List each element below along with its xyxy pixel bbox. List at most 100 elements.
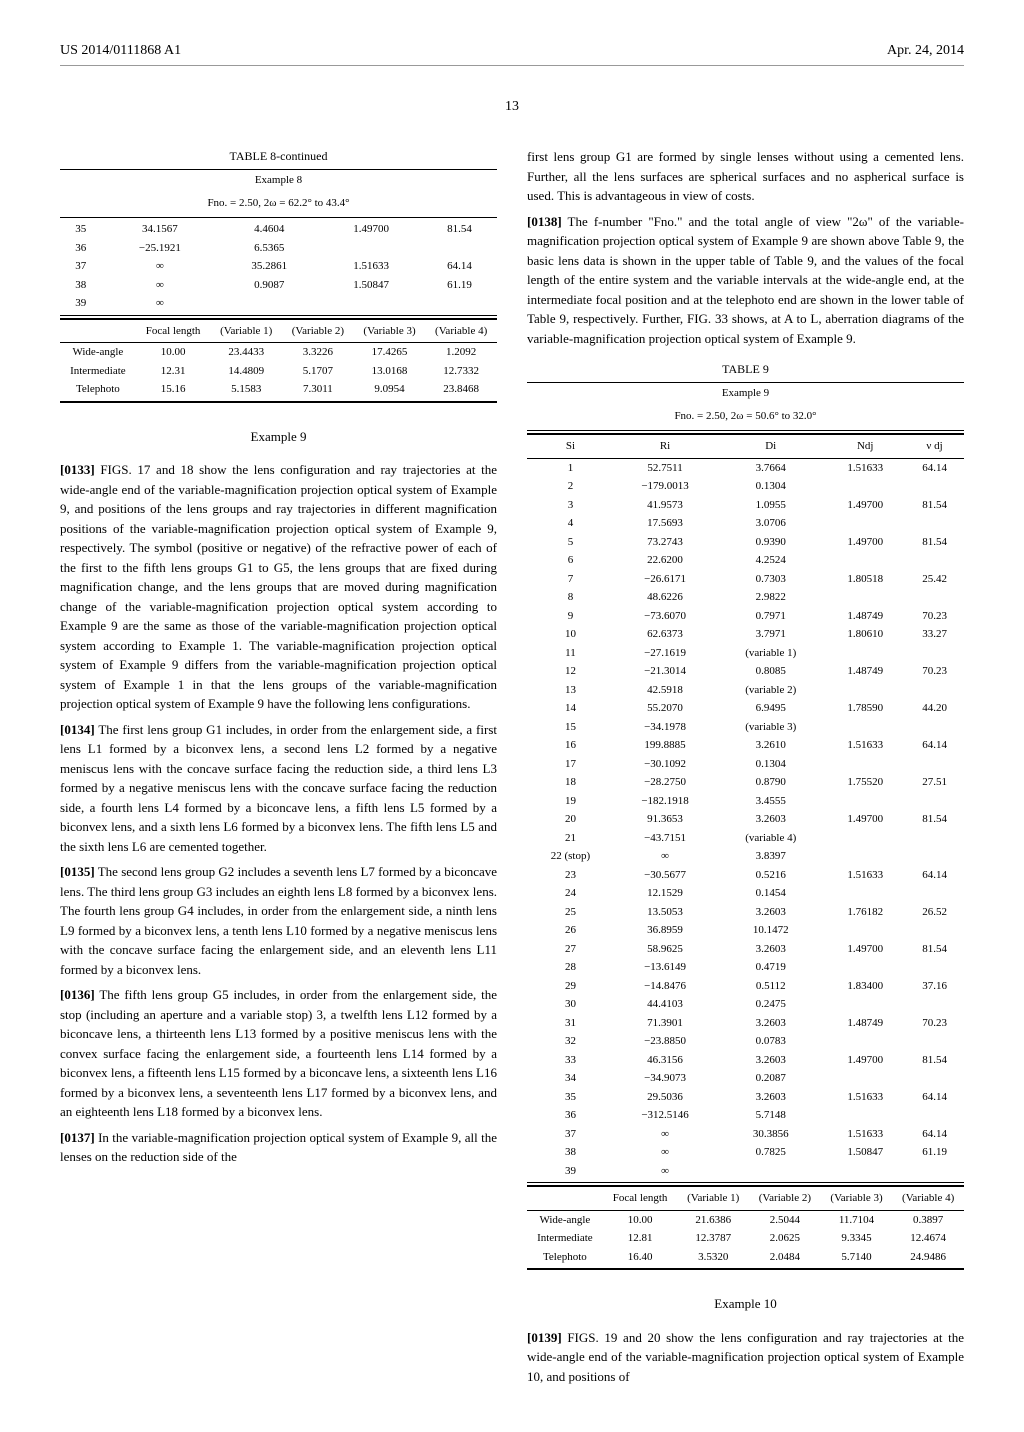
table-cell	[905, 1106, 964, 1125]
table-cell: ∞	[101, 294, 218, 313]
para-text: The second lens group G2 includes a seve…	[60, 864, 497, 977]
para-text: FIGS. 19 and 20 show the lens configurat…	[527, 1330, 964, 1384]
table-cell: 1.49700	[320, 220, 422, 239]
table-row: 2513.50533.26031.7618226.52	[527, 903, 964, 922]
table-cell: 13.5053	[614, 903, 716, 922]
table-cell: 14.4809	[210, 362, 282, 381]
table-cell: 35	[527, 1088, 614, 1107]
table-cell: 21	[527, 829, 614, 848]
table-cell: 1.51633	[825, 1088, 905, 1107]
table-cell: 64.14	[905, 866, 964, 885]
table-cell	[825, 792, 905, 811]
table-cell: 1.50847	[320, 276, 422, 295]
table-cell: 199.8885	[614, 736, 716, 755]
table-header-cell: Focal length	[603, 1186, 678, 1210]
table-cell: 5.1583	[210, 380, 282, 399]
para-text: FIGS. 17 and 18 show the lens configurat…	[60, 462, 497, 711]
table-cell: 1.80610	[825, 625, 905, 644]
table-cell: 61.19	[422, 276, 497, 295]
table-cell: 3.2603	[716, 1088, 825, 1107]
table-row: Telephoto16.403.53202.04845.714024.9486	[527, 1248, 964, 1267]
table-row: 11−27.1619(variable 1)	[527, 644, 964, 663]
table-cell: ∞	[101, 257, 218, 276]
table-cell: 0.9087	[218, 276, 320, 295]
table-cell: 1.49700	[825, 1051, 905, 1070]
para-num: [0138]	[527, 214, 562, 229]
table-cell: ∞	[614, 1162, 716, 1181]
table-header-cell: Di	[716, 434, 825, 458]
table-cell: (variable 2)	[716, 681, 825, 700]
table-row: 3534.15674.46041.4970081.54	[60, 220, 497, 239]
para-0133: [0133] FIGS. 17 and 18 show the lens con…	[60, 460, 497, 714]
table-cell: 3.2603	[716, 1051, 825, 1070]
table-cell: 41.9573	[614, 496, 716, 515]
table-cell: 39	[527, 1162, 614, 1181]
para-text: The f-number "Fno." and the total angle …	[527, 214, 964, 346]
table-cell: 0.2087	[716, 1069, 825, 1088]
table-cell: 15.16	[136, 380, 211, 399]
table-cell	[825, 755, 905, 774]
table-cell	[825, 514, 905, 533]
table-cell	[825, 995, 905, 1014]
table-cell: 18	[527, 773, 614, 792]
table-cell: 3.2603	[716, 810, 825, 829]
table-cell: 15	[527, 718, 614, 737]
table-cell: 10.00	[603, 1210, 678, 1229]
table-cell: 5.7140	[821, 1248, 893, 1267]
table-cell: 28	[527, 958, 614, 977]
table-cell	[905, 958, 964, 977]
table-cell: 1.50847	[825, 1143, 905, 1162]
table-cell: 10.1472	[716, 921, 825, 940]
table-cell: 64.14	[905, 1088, 964, 1107]
table-cell: 13	[527, 681, 614, 700]
example10-title: Example 10	[527, 1294, 964, 1314]
table-row: 38∞0.90871.5084761.19	[60, 276, 497, 295]
table-header-cell: Ndj	[825, 434, 905, 458]
table-cell: 12.81	[603, 1229, 678, 1248]
table9-sub2: Fno. = 2.50, 2ω = 50.6° to 32.0°	[527, 408, 964, 425]
table-cell: 11.7104	[821, 1210, 893, 1229]
table-row: 622.62004.2524	[527, 551, 964, 570]
table-cell	[905, 847, 964, 866]
table-cell	[825, 921, 905, 940]
table-header-cell: ν dj	[905, 434, 964, 458]
example9-title: Example 9	[60, 427, 497, 447]
table-cell: 37.16	[905, 977, 964, 996]
table-cell: 35	[60, 220, 101, 239]
table-cell: 14	[527, 699, 614, 718]
table-cell: 81.54	[905, 1051, 964, 1070]
table-cell: 3.0706	[716, 514, 825, 533]
table-cell: 30.3856	[716, 1125, 825, 1144]
table-cell: 29	[527, 977, 614, 996]
table-cell	[825, 681, 905, 700]
table-cell: ∞	[101, 276, 218, 295]
table-cell: 20	[527, 810, 614, 829]
table-cell: 0.4719	[716, 958, 825, 977]
table-cell: 1.48749	[825, 662, 905, 681]
table-cell	[905, 921, 964, 940]
para-text: The fifth lens group G5 includes, in ord…	[60, 987, 497, 1119]
publication-date: Apr. 24, 2014	[887, 40, 964, 61]
table-header-cell: (Variable 2)	[282, 319, 354, 343]
table-cell	[905, 681, 964, 700]
table-cell: 22 (stop)	[527, 847, 614, 866]
table-cell: 55.2070	[614, 699, 716, 718]
table-row: 29−14.84760.51121.8340037.16	[527, 977, 964, 996]
table-cell: 34.1567	[101, 220, 218, 239]
table-cell: −34.9073	[614, 1069, 716, 1088]
table-cell: −27.1619	[614, 644, 716, 663]
table-cell: 44.4103	[614, 995, 716, 1014]
table-cell: 0.5112	[716, 977, 825, 996]
table-cell: 22.6200	[614, 551, 716, 570]
table9-main: SiRiDiNdjν dj 152.75113.76641.5163364.14…	[527, 433, 964, 1180]
table-row: 22 (stop)∞3.8397	[527, 847, 964, 866]
table-cell	[825, 958, 905, 977]
table-cell: 33	[527, 1051, 614, 1070]
table-cell	[825, 1032, 905, 1051]
table-cell	[905, 1069, 964, 1088]
para-0138: [0138] The f-number "Fno." and the total…	[527, 212, 964, 349]
table-cell: (variable 4)	[716, 829, 825, 848]
table-cell	[825, 477, 905, 496]
table-cell: −30.5677	[614, 866, 716, 885]
table-cell: −13.6149	[614, 958, 716, 977]
